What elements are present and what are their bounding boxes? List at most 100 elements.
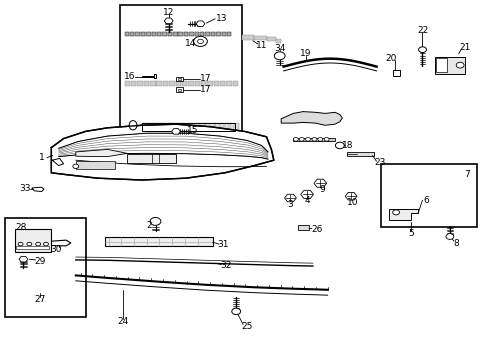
- Ellipse shape: [129, 121, 137, 130]
- Bar: [150, 81, 155, 86]
- Text: 27: 27: [34, 295, 46, 304]
- Polygon shape: [194, 32, 199, 36]
- Text: 33: 33: [20, 184, 31, 193]
- Polygon shape: [51, 124, 273, 180]
- Text: 16: 16: [123, 72, 135, 81]
- Circle shape: [335, 142, 344, 149]
- Bar: [224, 123, 229, 131]
- Polygon shape: [146, 32, 150, 36]
- Bar: [220, 123, 224, 131]
- Text: 34: 34: [273, 44, 285, 53]
- Circle shape: [18, 242, 23, 246]
- Circle shape: [193, 36, 207, 46]
- Circle shape: [150, 217, 161, 225]
- Polygon shape: [300, 190, 313, 198]
- Bar: [176, 77, 183, 81]
- Text: 2: 2: [146, 220, 152, 230]
- Polygon shape: [196, 21, 204, 27]
- Circle shape: [293, 138, 298, 141]
- Circle shape: [274, 52, 285, 60]
- Bar: [195, 123, 200, 131]
- Bar: [143, 81, 149, 86]
- Bar: [194, 81, 200, 86]
- Circle shape: [73, 164, 79, 168]
- Text: 28: 28: [15, 223, 27, 232]
- Polygon shape: [313, 179, 326, 187]
- Text: 31: 31: [217, 240, 228, 248]
- Polygon shape: [76, 149, 127, 157]
- Bar: [176, 87, 183, 92]
- Polygon shape: [135, 32, 140, 36]
- Text: 22: 22: [416, 26, 427, 35]
- Bar: [105, 237, 212, 246]
- Bar: [435, 58, 446, 72]
- Bar: [127, 154, 176, 163]
- Text: 13: 13: [215, 14, 227, 23]
- Text: 3: 3: [287, 199, 293, 209]
- Bar: [177, 89, 181, 91]
- Bar: [215, 123, 219, 131]
- Bar: [220, 81, 225, 86]
- Bar: [142, 123, 234, 131]
- Polygon shape: [32, 187, 44, 192]
- Text: 30: 30: [50, 245, 62, 254]
- Polygon shape: [345, 193, 356, 200]
- Bar: [177, 78, 181, 80]
- Bar: [381, 164, 476, 227]
- Polygon shape: [171, 129, 180, 134]
- Text: 4: 4: [304, 196, 309, 205]
- Text: 25: 25: [241, 322, 252, 331]
- Polygon shape: [189, 32, 193, 36]
- Polygon shape: [151, 32, 156, 36]
- Bar: [176, 123, 180, 131]
- Bar: [151, 123, 156, 131]
- Circle shape: [392, 210, 399, 215]
- Bar: [254, 36, 266, 40]
- Text: 1: 1: [39, 153, 45, 162]
- Bar: [190, 123, 195, 131]
- Polygon shape: [221, 32, 225, 36]
- Polygon shape: [173, 32, 177, 36]
- Bar: [207, 81, 212, 86]
- Bar: [169, 81, 174, 86]
- Text: 32: 32: [220, 261, 231, 270]
- Bar: [146, 123, 151, 131]
- Bar: [213, 81, 219, 86]
- Circle shape: [324, 138, 328, 141]
- Bar: [434, 57, 464, 74]
- Text: 17: 17: [199, 85, 211, 94]
- Text: 21: 21: [459, 43, 470, 52]
- Polygon shape: [200, 32, 204, 36]
- Bar: [171, 123, 175, 131]
- Text: 23: 23: [374, 158, 386, 167]
- Bar: [234, 123, 239, 131]
- Polygon shape: [205, 32, 209, 36]
- Text: 8: 8: [453, 238, 459, 248]
- Circle shape: [27, 242, 32, 246]
- Bar: [293, 138, 334, 141]
- Bar: [181, 123, 185, 131]
- Text: 29: 29: [34, 256, 46, 265]
- Circle shape: [455, 62, 463, 68]
- Bar: [242, 35, 254, 40]
- Bar: [188, 81, 193, 86]
- Text: 18: 18: [342, 141, 353, 150]
- Circle shape: [231, 308, 240, 315]
- Bar: [15, 229, 51, 252]
- Bar: [205, 123, 209, 131]
- Bar: [16, 246, 49, 249]
- Text: 14: 14: [184, 40, 196, 49]
- Circle shape: [311, 138, 316, 141]
- Bar: [156, 123, 161, 131]
- Polygon shape: [157, 32, 161, 36]
- Text: 20: 20: [385, 54, 396, 63]
- Circle shape: [418, 47, 426, 53]
- Bar: [142, 123, 146, 131]
- Polygon shape: [281, 112, 342, 125]
- Polygon shape: [51, 240, 71, 246]
- Bar: [163, 81, 168, 86]
- Circle shape: [197, 39, 203, 44]
- Polygon shape: [284, 194, 296, 202]
- Polygon shape: [216, 32, 220, 36]
- Bar: [166, 123, 170, 131]
